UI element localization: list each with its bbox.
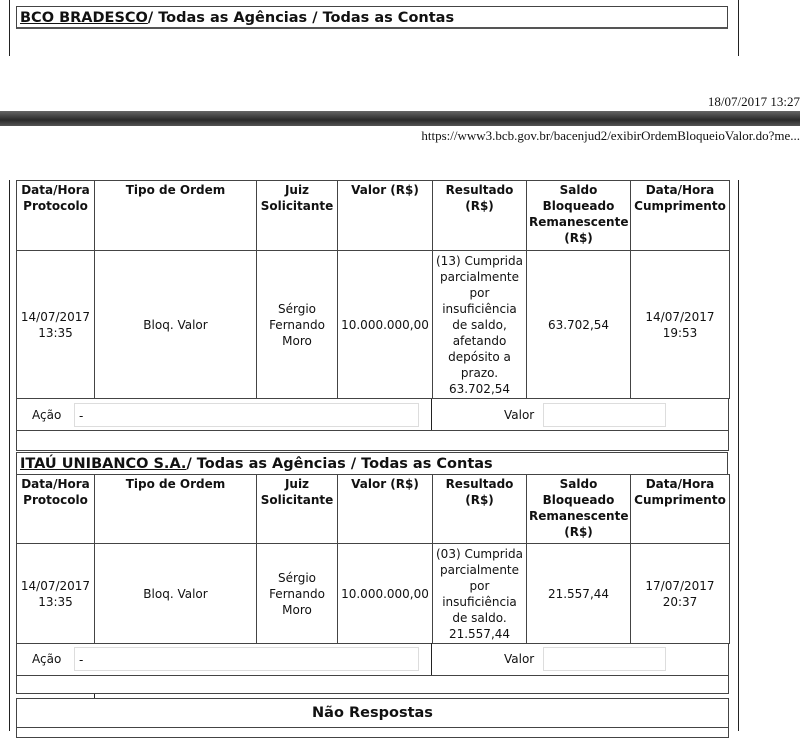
acao-label: Ação: [32, 408, 62, 422]
col-header: Data/Hora Cumprimento: [630, 474, 730, 544]
action-row: Ação - Valor: [16, 399, 729, 431]
col-header: Data/Hora Cumprimento: [630, 180, 730, 251]
col-header: Resultado (R$): [432, 180, 527, 251]
cell-juiz: Sérgio Fernando Moro: [256, 250, 338, 399]
cell-valor: 10.000.000,00: [337, 543, 433, 644]
nao-respostas-title: Não Respostas: [312, 705, 433, 721]
table-row: 14/07/2017 13:35 Bloq. Valor Sérgio Fern…: [16, 250, 730, 399]
page-break-bar: [0, 111, 800, 126]
print-url: https://www3.bcb.gov.br/bacenjud2/exibir…: [421, 128, 800, 143]
valor-input[interactable]: [543, 403, 666, 427]
col-header: Data/Hora Protocolo: [16, 474, 95, 544]
bank-link[interactable]: BCO BRADESCO: [20, 10, 148, 26]
bank-link[interactable]: ITAÚ UNIBANCO S.A.: [20, 456, 187, 472]
print-datetime: 18/07/2017 13:27: [707, 94, 800, 109]
col-header: Juiz Solicitante: [256, 474, 338, 544]
table-row: 14/07/2017 13:35 Bloq. Valor Sérgio Fern…: [16, 543, 730, 644]
cell-tipo: Bloq. Valor: [94, 250, 257, 399]
cell-resultado: (03) Cumprida parcialmente por insuficiê…: [432, 543, 527, 644]
bank-header-bradesco: BCO BRADESCO/ Todas as Agências / Todas …: [16, 6, 728, 29]
spacer-row: [16, 676, 729, 694]
cell-protocolo: 14/07/2017 13:35: [16, 250, 95, 399]
col-header: Resultado (R$): [432, 474, 527, 544]
cell-tipo: Bloq. Valor: [94, 543, 257, 644]
cell-saldo: 63.702,54: [526, 250, 631, 399]
valor-label: Valor: [504, 652, 535, 666]
cell-saldo: 21.557,44: [526, 543, 631, 644]
col-header: Saldo Bloqueado Remanescente (R$): [526, 180, 631, 251]
spacer-row: [16, 431, 729, 451]
bank-path: / Todas as Agências / Todas as Contas: [147, 10, 455, 26]
cell-valor: 10.000.000,00: [337, 250, 433, 399]
cell-juiz: Sérgio Fernando Moro: [256, 543, 338, 644]
col-header: Valor (R$): [337, 180, 433, 251]
col-header: Tipo de Ordem: [94, 474, 257, 544]
order-table-itau: Data/Hora Protocolo Tipo de Ordem Juiz S…: [16, 474, 730, 644]
acao-label: Ação: [32, 652, 62, 666]
bank-path: / Todas as Agências / Todas as Contas: [186, 456, 493, 472]
col-header: Valor (R$): [337, 474, 433, 544]
col-header: Saldo Bloqueado Remanescente (R$): [526, 474, 631, 544]
cell-resultado: (13) Cumprida parcialmente por insuficiê…: [432, 250, 527, 399]
cell-cumprimento: 17/07/2017 20:37: [630, 543, 730, 644]
valor-input[interactable]: [543, 647, 666, 671]
col-header: Juiz Solicitante: [256, 180, 338, 251]
acao-input[interactable]: -: [74, 647, 419, 671]
order-table-bradesco: Data/Hora Protocolo Tipo de Ordem Juiz S…: [16, 180, 730, 399]
action-row: Ação - Valor: [16, 643, 729, 676]
cell-cumprimento: 14/07/2017 19:53: [630, 250, 730, 399]
valor-label: Valor: [504, 408, 535, 422]
col-header: Data/Hora Protocolo: [16, 180, 95, 251]
col-header: Tipo de Ordem: [94, 180, 257, 251]
acao-input[interactable]: -: [74, 403, 419, 427]
partial-row: [16, 728, 729, 738]
cell-protocolo: 14/07/2017 13:35: [16, 543, 95, 644]
bank-header-itau: ITAÚ UNIBANCO S.A./ Todas as Agências / …: [16, 452, 728, 474]
nao-respostas-header: Não Respostas: [16, 698, 729, 728]
